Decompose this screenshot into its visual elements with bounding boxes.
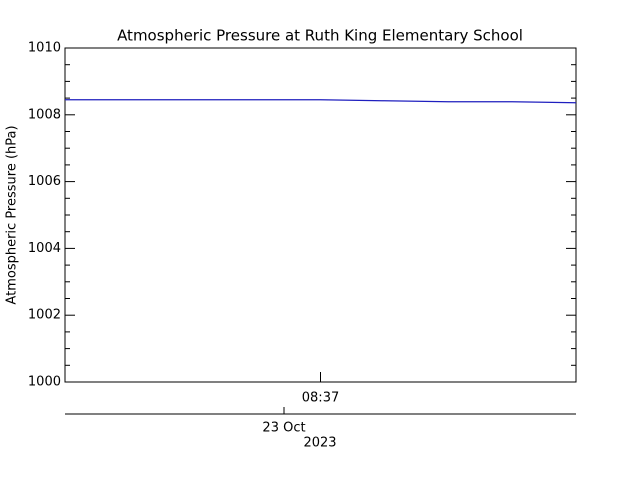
y-axis-label: Atmospheric Pressure (hPa) [5,125,20,304]
date-label: 23 Oct [262,421,305,436]
year-label: 2023 [303,436,336,451]
y-tick-label: 1000 [28,375,61,390]
x-tick-label: 08:37 [302,391,339,406]
y-tick-label: 1010 [28,41,61,56]
y-tick-label: 1004 [28,241,61,256]
y-tick-label: 1002 [28,308,61,323]
y-tick-label: 1006 [28,174,61,189]
data-line [65,99,577,104]
chart-title: Atmospheric Pressure at Ruth King Elemen… [117,27,523,45]
y-tick-label: 1008 [28,107,61,122]
